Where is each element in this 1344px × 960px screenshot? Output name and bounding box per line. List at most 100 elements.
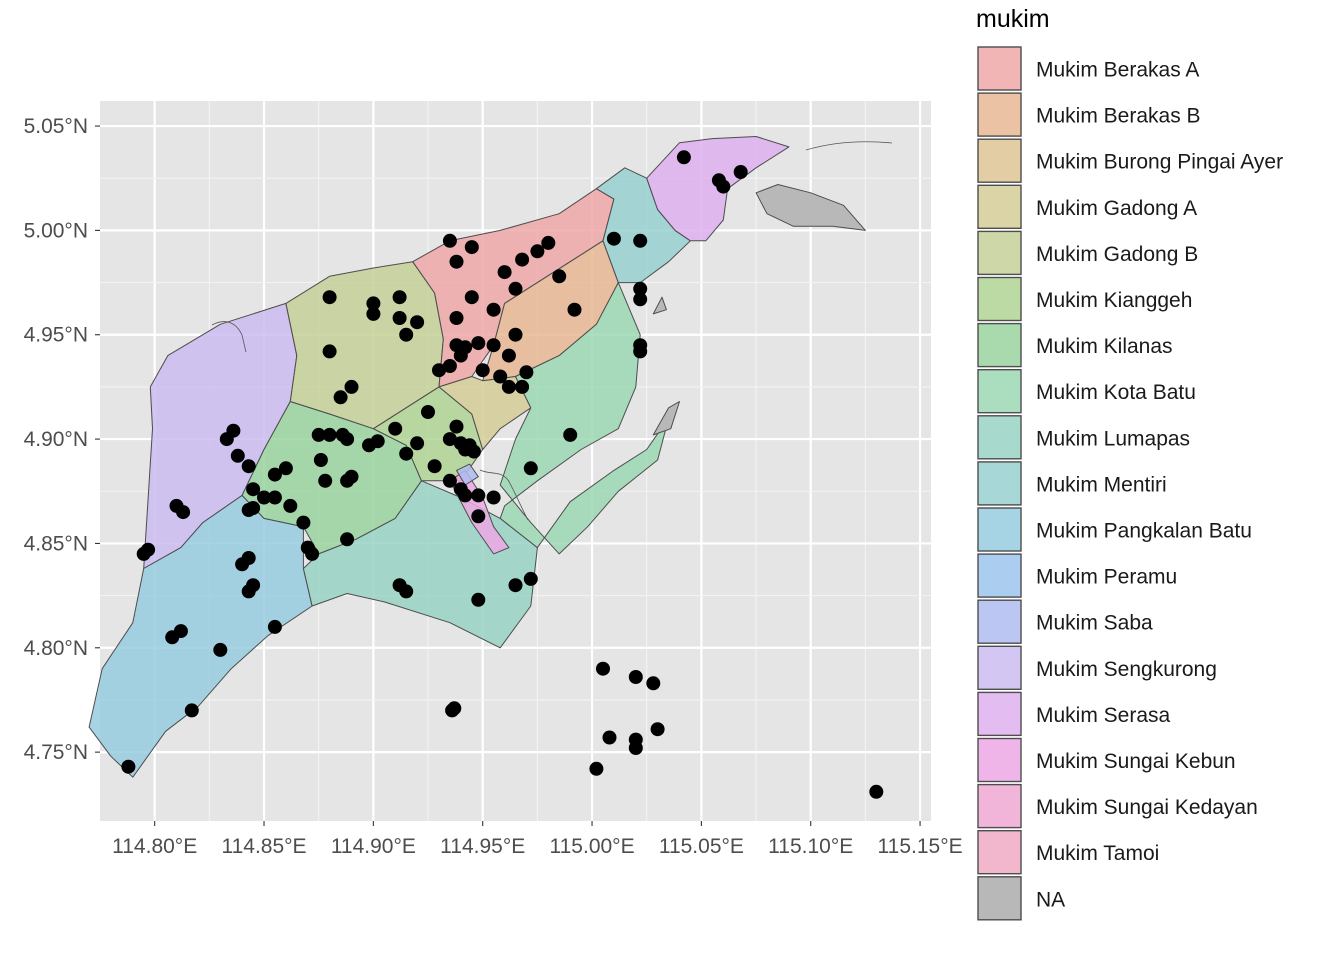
survey-point xyxy=(432,363,446,378)
legend-key-mukim-pangkalan-batu xyxy=(977,507,1022,552)
survey-point xyxy=(508,578,523,593)
legend-label-mukim-pangkalan-batu: Mukim Pangkalan Batu xyxy=(1036,520,1252,543)
legend-key-mukim-peramu xyxy=(977,553,1022,598)
region-na xyxy=(652,401,680,436)
survey-point xyxy=(471,488,486,503)
survey-point xyxy=(311,427,326,442)
region-mukim-pangkalan-batu xyxy=(88,494,313,778)
survey-point xyxy=(322,427,337,442)
survey-point xyxy=(322,344,337,359)
survey-point xyxy=(523,571,538,586)
legend-key-mukim-kota-batu xyxy=(977,369,1022,414)
legend-key-mukim-lumapas xyxy=(977,415,1022,460)
legend-title: mukim xyxy=(976,5,1050,33)
survey-point xyxy=(410,436,425,451)
survey-point xyxy=(633,344,648,359)
x-tick-label: 115.05°E xyxy=(659,835,744,858)
coastline-details xyxy=(211,141,893,521)
survey-point xyxy=(370,434,385,449)
legend-label-mukim-saba: Mukim Saba xyxy=(1036,612,1153,635)
survey-point xyxy=(501,379,516,394)
survey-point xyxy=(173,624,188,639)
coastline-inlet xyxy=(211,321,247,353)
legend-label-mukim-burong-pingai-ayer: Mukim Burong Pingai Ayer xyxy=(1036,151,1283,174)
survey-point xyxy=(733,165,748,179)
survey-point xyxy=(869,784,884,799)
legend-label-mukim-tamoi: Mukim Tamoi xyxy=(1036,842,1159,865)
survey-point xyxy=(633,233,648,248)
legend-label-mukim-peramu: Mukim Peramu xyxy=(1036,566,1177,589)
legend-key-mukim-burong-pingai-ayer xyxy=(977,138,1022,183)
survey-point xyxy=(427,459,442,474)
survey-point xyxy=(515,379,530,394)
survey-point xyxy=(633,281,648,296)
survey-point xyxy=(602,730,617,745)
legend-key-mukim-kianggeh xyxy=(977,276,1022,322)
survey-point xyxy=(497,265,512,280)
legend-key-mukim-tamoi xyxy=(977,830,1022,875)
survey-point xyxy=(318,473,333,488)
survey-point xyxy=(184,703,199,718)
legend-key-mukim-mentiri xyxy=(977,461,1022,506)
survey-point xyxy=(421,405,435,419)
legend-label-mukim-sengkurong: Mukim Sengkurong xyxy=(1036,658,1217,681)
survey-point xyxy=(519,365,534,380)
axes: 114.80°E 114.85°E 114.90°E 114.95°E 115.00°E… xyxy=(24,115,963,858)
survey-point xyxy=(633,292,648,307)
survey-point xyxy=(141,542,156,557)
survey-point xyxy=(213,642,228,657)
legend-label-mukim-sungai-kedayan: Mukim Sungai Kedayan xyxy=(1036,796,1258,819)
legend-label-mukim-kilanas: Mukim Kilanas xyxy=(1036,335,1173,358)
y-tick-label: 5.05°N xyxy=(24,115,88,138)
survey-point xyxy=(313,453,328,467)
survey-point xyxy=(449,254,464,269)
survey-point xyxy=(508,281,523,296)
legend-label-mukim-berakas-a: Mukim Berakas A xyxy=(1036,59,1199,82)
survey-point xyxy=(486,338,501,353)
survey-point xyxy=(486,302,501,317)
survey-point xyxy=(464,240,479,255)
legend: mukim Mukim Berakas A Mukim Berakas B Muki… xyxy=(976,5,1283,921)
survey-point xyxy=(246,501,261,515)
survey-point xyxy=(121,759,136,774)
survey-point xyxy=(596,661,610,676)
river-channel xyxy=(479,469,529,521)
legend-label-mukim-kianggeh: Mukim Kianggeh xyxy=(1036,289,1192,312)
survey-point xyxy=(650,722,665,737)
survey-point xyxy=(541,235,556,250)
y-tick-label: 4.85°N xyxy=(24,532,88,555)
survey-points xyxy=(121,150,884,799)
survey-point xyxy=(241,551,256,565)
legend-key-mukim-kilanas xyxy=(977,322,1022,368)
survey-point xyxy=(646,676,661,691)
survey-point xyxy=(501,348,516,363)
y-tick-label: 5.00°N xyxy=(24,219,88,242)
survey-point xyxy=(241,584,256,599)
y-tick-label: 4.80°N xyxy=(24,637,88,660)
x-tick-label: 115.10°E xyxy=(768,835,853,858)
x-tick-label: 114.80°E xyxy=(112,835,197,858)
legend-key-mukim-sengkurong xyxy=(977,645,1022,690)
legend-key-mukim-sungai-kebun xyxy=(977,737,1022,783)
survey-point xyxy=(410,315,425,330)
survey-point xyxy=(515,252,530,267)
y-tick-label: 4.95°N xyxy=(24,324,88,347)
survey-point xyxy=(442,233,457,248)
legend-key-mukim-sungai-kedayan xyxy=(977,783,1022,829)
survey-point xyxy=(230,448,245,463)
survey-point xyxy=(442,473,457,488)
survey-point xyxy=(335,427,350,442)
survey-point xyxy=(278,461,293,476)
survey-point xyxy=(333,390,348,405)
survey-point xyxy=(486,490,501,505)
survey-point xyxy=(676,150,691,165)
legend-label-mukim-kota-batu: Mukim Kota Batu xyxy=(1036,381,1196,404)
survey-point xyxy=(530,244,545,259)
coastline-east-spit xyxy=(805,141,893,151)
y-tick-label: 4.90°N xyxy=(24,428,88,451)
survey-point xyxy=(176,505,191,520)
legend-key-mukim-gadong-b xyxy=(977,230,1022,276)
legend-label-mukim-gadong-b: Mukim Gadong B xyxy=(1036,243,1198,266)
survey-point xyxy=(305,546,320,561)
